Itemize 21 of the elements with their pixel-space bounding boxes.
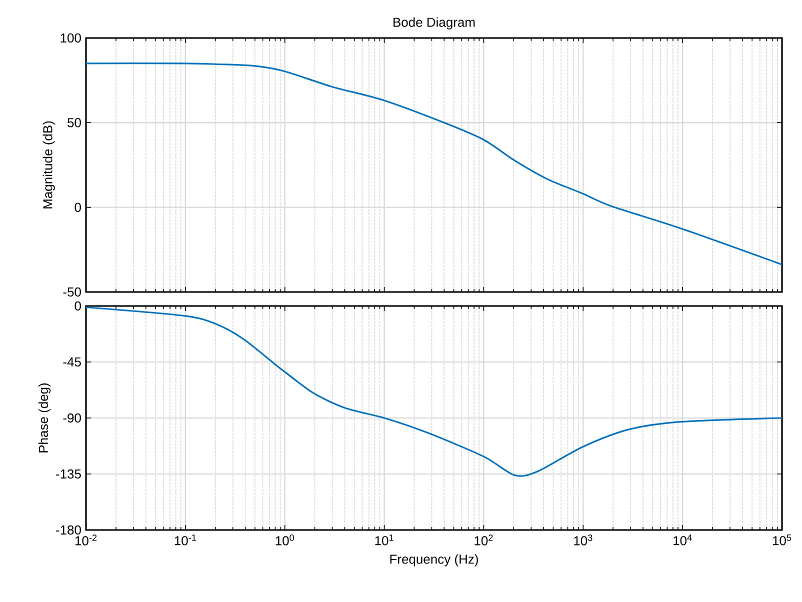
y-tick-label: 50 [68, 118, 81, 128]
x-tick-label: 10$^{3}$ [574, 534, 592, 546]
y-tick-label: 0 [74, 202, 81, 212]
x-tick-label: 10$^{5}$ [772, 534, 792, 546]
x-tick-label: 10$^{1}$ [375, 534, 394, 546]
y-tick-label: -90 [63, 413, 81, 423]
y-tick-label: -180 [56, 525, 81, 535]
x-tick-label: 10$^{-1}$ [174, 534, 196, 546]
y-tick-label: 100 [60, 33, 81, 43]
y-tick-label: -50 [63, 287, 81, 297]
y-axis-title: Phase (deg) [38, 383, 51, 452]
x-tick-label: 10$^{0}$ [276, 534, 294, 546]
x-axis-title: Frequency (Hz) [390, 554, 478, 566]
y-tick-label: -135 [56, 469, 81, 479]
x-tick-label: 10$^{-2}$ [75, 534, 97, 546]
x-tick-label: 10$^{2}$ [474, 534, 493, 546]
y-axis-title: Magnitude (dB) [42, 121, 55, 208]
chart-title: Bode Diagram [394, 17, 475, 30]
y-tick-label: -45 [63, 357, 81, 367]
y-tick-label: 0 [74, 301, 81, 311]
x-tick-label: 10$^{4}$ [674, 534, 692, 546]
